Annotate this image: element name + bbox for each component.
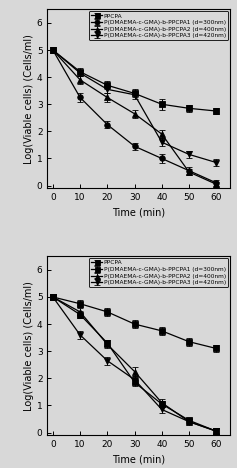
Y-axis label: Log(Viable cells) (Cells/ml): Log(Viable cells) (Cells/ml) [24,34,34,164]
Legend: PPCPA, P(DMAEMA-c-GMA)-b-PPCPA1 (d=300nm), P(DMAEMA-c-GMA)-b-PPCPA2 (d=400nm), P: PPCPA, P(DMAEMA-c-GMA)-b-PPCPA1 (d=300nm… [89,258,228,287]
X-axis label: Time (min): Time (min) [112,208,165,218]
Legend: PPCPA, P(DMAEMA-c-GMA)-b-PPCPA1 (d=300nm), P(DMAEMA-c-GMA)-b-PPCPA2 (d=400nm), P: PPCPA, P(DMAEMA-c-GMA)-b-PPCPA1 (d=300nm… [89,11,228,41]
X-axis label: Time (min): Time (min) [112,454,165,465]
Y-axis label: Log(Viable cells) (Cells/ml): Log(Viable cells) (Cells/ml) [24,281,34,411]
